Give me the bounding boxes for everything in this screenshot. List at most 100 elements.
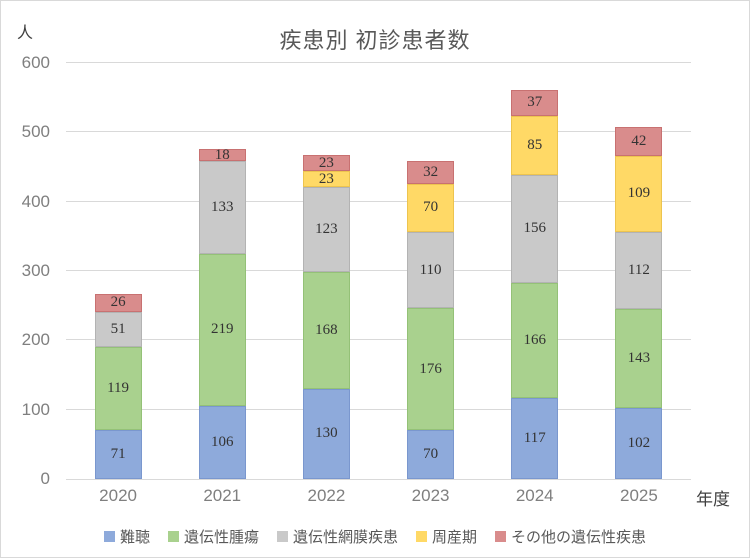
data-label: 23: [318, 170, 334, 187]
bar-segment-2024-周産期: 85: [511, 115, 559, 175]
bar-segment-2024-難聴: 117: [511, 397, 559, 479]
bar-segment-2020-遺伝性網膜疾患: 51: [94, 311, 142, 348]
legend-label: 難聴: [119, 528, 150, 546]
data-label: 168: [315, 322, 338, 339]
bar-segment-2020-難聴: 71: [94, 429, 142, 479]
x-tick-label-2022: 2022: [307, 486, 346, 505]
bar-segment-2025-難聴: 102: [615, 408, 663, 479]
bar-segment-2023-遺伝性腫瘍: 176: [407, 308, 455, 431]
x-axis-unit-label: 年度: [696, 490, 730, 509]
bar-2020: 71 119 51 26: [94, 293, 142, 479]
bar-segment-2023-周産期: 70: [407, 183, 455, 233]
bar-segment-2025-周産期: 109: [615, 155, 663, 232]
y-tick-label-0: 0: [40, 469, 50, 488]
data-label: 133: [211, 199, 234, 216]
legend: 難聴 遺伝性腫瘍 遺伝性網膜疾患 周産期 その他の遺伝性疾患: [1, 525, 749, 547]
data-label: 37: [527, 94, 543, 111]
data-label: 176: [419, 360, 442, 377]
legend-marker-icon: [103, 530, 115, 542]
legend-label: 周産期: [432, 528, 478, 546]
bar-segment-2021-遺伝性網膜疾患: 133: [198, 161, 246, 254]
data-label: 42: [631, 132, 647, 149]
bar-2023: 70 176 110 70 32: [407, 161, 455, 479]
bar-segment-2022-周産期: 23: [302, 170, 350, 188]
data-label: 123: [315, 221, 338, 238]
bar-segment-2021-難聴: 106: [198, 405, 246, 479]
legend-marker-icon: [276, 530, 288, 542]
data-label: 70: [423, 446, 439, 463]
legend-marker-icon: [167, 530, 179, 542]
bar-segment-2024-遺伝性網膜疾患: 156: [511, 174, 559, 283]
data-label: 71: [110, 445, 126, 462]
bar-segment-2024-その他の遺伝性疾患: 37: [511, 90, 559, 116]
bar-segment-2023-その他の遺伝性疾患: 32: [407, 161, 455, 184]
gridline-400: [66, 200, 691, 202]
x-tick-label-2024: 2024: [515, 486, 554, 505]
bar-segment-2022-遺伝性網膜疾患: 123: [302, 187, 350, 273]
data-label: 26: [110, 294, 126, 311]
bar-segment-2022-遺伝性腫瘍: 168: [302, 272, 350, 389]
bar-segment-2020-遺伝性腫瘍: 119: [94, 347, 142, 430]
data-label: 166: [523, 331, 547, 348]
data-label: 112: [627, 261, 650, 278]
data-label: 32: [423, 164, 439, 181]
gridline-500: [66, 131, 691, 133]
bar-segment-2025-その他の遺伝性疾患: 42: [615, 126, 663, 156]
legend-label: その他の遺伝性疾患: [511, 528, 647, 546]
bar-2021: 106 219 133 18: [198, 146, 246, 479]
data-label: 23: [318, 154, 334, 171]
data-label: 85: [527, 136, 543, 153]
y-tick-label-600: 600: [21, 53, 50, 72]
data-label: 110: [419, 261, 442, 278]
data-label: 102: [627, 435, 651, 452]
bar-segment-2021-その他の遺伝性疾患: 18: [198, 146, 246, 163]
bar-segment-2023-遺伝性網膜疾患: 110: [407, 232, 455, 309]
data-label: 51: [110, 321, 126, 338]
y-tick-label-500: 500: [21, 122, 50, 142]
y-tick-label-400: 400: [21, 191, 50, 211]
data-label: 156: [523, 220, 547, 237]
bar-segment-2023-難聴: 70: [407, 430, 455, 479]
data-label: 109: [627, 185, 651, 202]
x-axis-ticks: 2020 2021 2022 2023 2024 2025: [66, 486, 691, 510]
x-tick-label-2020: 2020: [99, 486, 137, 505]
legend-item-難聴: 難聴: [103, 526, 150, 547]
y-tick-label-300: 300: [21, 261, 50, 280]
data-label: 143: [627, 350, 651, 367]
legend-item-周産期: 周産期: [416, 526, 477, 547]
chart-title: 疾患別 初診患者数: [279, 28, 471, 53]
y-tick-label-100: 100: [21, 399, 50, 419]
legend-marker-icon: [495, 530, 507, 542]
bar-segment-2025-遺伝性網膜疾患: 112: [615, 231, 663, 310]
legend-item-遺伝性網膜疾患: 遺伝性網膜疾患: [276, 526, 398, 547]
bar-segment-2024-遺伝性腫瘍: 166: [511, 282, 559, 398]
y-axis-ticks: 0 100 200 300 400 500 600: [1, 53, 56, 488]
data-label: 219: [211, 321, 234, 338]
bar-segment-2021-遺伝性腫瘍: 219: [198, 253, 246, 406]
plot-area: 71 119 51 26 106 219 133 18 130 168 123 23 23 70 176 11…: [66, 62, 691, 480]
data-label: 18: [214, 146, 230, 163]
bar-segment-2020-その他の遺伝性疾患: 26: [94, 293, 142, 312]
legend-label: 遺伝性網膜疾患: [292, 528, 398, 546]
data-label: 106: [211, 433, 234, 450]
data-label: 117: [523, 429, 546, 446]
legend-marker-icon: [416, 530, 427, 542]
bar-segment-2025-遺伝性腫瘍: 143: [615, 309, 663, 409]
legend-item-遺伝性腫瘍: 遺伝性腫瘍: [167, 526, 259, 547]
data-label: 130: [315, 425, 338, 442]
x-tick-label-2023: 2023: [411, 486, 450, 505]
bar-2024: 117 166 156 85 37: [511, 90, 559, 479]
bar-segment-2022-その他の遺伝性疾患: 23: [302, 154, 350, 172]
y-tick-label-200: 200: [21, 330, 50, 350]
data-label: 70: [423, 199, 439, 216]
x-tick-label-2021: 2021: [203, 486, 242, 505]
gridline-600: [66, 62, 691, 63]
x-tick-label-2025: 2025: [619, 486, 658, 505]
gridline-200: [66, 339, 691, 341]
bar-2022: 130 168 123 23 23: [302, 154, 350, 479]
bar-segment-2022-難聴: 130: [302, 388, 350, 479]
legend-item-その他の遺伝性疾患: その他の遺伝性疾患: [495, 526, 646, 547]
bar-2025: 102 143 112 109 42: [615, 126, 663, 479]
gridline-300: [66, 270, 691, 271]
